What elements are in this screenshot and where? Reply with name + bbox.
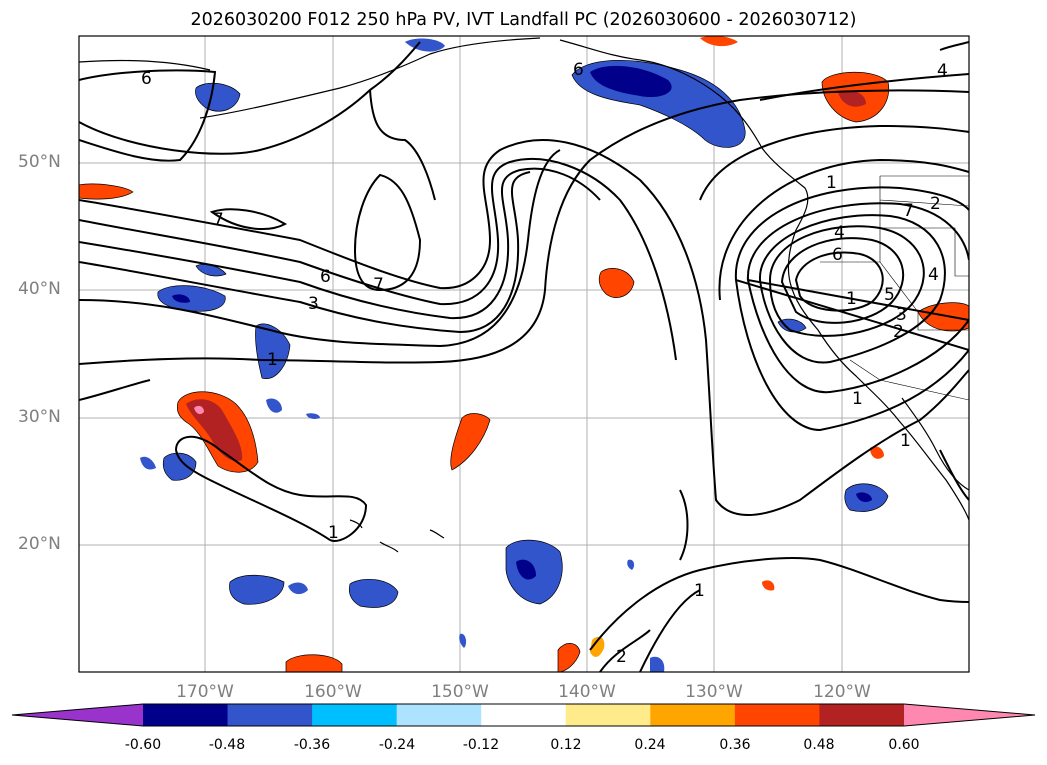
colorbar-tick-label: 0.60 bbox=[888, 737, 920, 753]
colorbar bbox=[11, 703, 1036, 727]
contour-label: 6 bbox=[141, 69, 152, 89]
anomaly-negative bbox=[777, 318, 807, 333]
anomaly-positive bbox=[870, 446, 884, 459]
pv-contours bbox=[79, 41, 969, 672]
anomaly-negative bbox=[140, 456, 156, 470]
anomaly-positive bbox=[557, 643, 581, 672]
contour-label: 2 bbox=[930, 194, 941, 214]
plot-frame bbox=[78, 35, 970, 673]
contour-label: 7 bbox=[373, 275, 384, 295]
anomaly-negative bbox=[229, 574, 285, 605]
lon-label: 160°W bbox=[304, 682, 362, 702]
colorbar-tick-label: -0.48 bbox=[208, 737, 246, 753]
colorbar-tick-label: -0.60 bbox=[124, 737, 162, 753]
lon-label: 120°W bbox=[813, 682, 871, 702]
lon-label: 150°W bbox=[431, 682, 489, 702]
lon-label: 130°W bbox=[685, 682, 743, 702]
anomaly-positive bbox=[79, 183, 134, 200]
lat-label: 50°N bbox=[18, 152, 61, 172]
contour-label: 7 bbox=[213, 210, 224, 230]
anomaly-positive bbox=[917, 302, 969, 332]
contour-label: 7 bbox=[903, 201, 914, 221]
colorbar-segment bbox=[312, 704, 398, 726]
lat-label: 40°N bbox=[18, 279, 61, 299]
anomaly-positive bbox=[838, 90, 866, 107]
anomaly-negative bbox=[162, 452, 197, 481]
coastlines bbox=[79, 37, 969, 553]
anomaly-positive bbox=[285, 654, 343, 672]
lat-label: 30°N bbox=[18, 407, 61, 427]
contour-label: 5 bbox=[884, 285, 895, 305]
anomaly-positive bbox=[590, 636, 605, 657]
contour-label: 4 bbox=[834, 223, 845, 243]
colorbar-segment bbox=[819, 704, 905, 726]
anomaly-negative bbox=[627, 559, 635, 570]
contour-label: 1 bbox=[846, 289, 857, 309]
ivt-anomaly-fills bbox=[79, 36, 969, 672]
colorbar-tick-label: 0.12 bbox=[550, 737, 582, 753]
colorbar-segment bbox=[650, 704, 736, 726]
contour-label: 1 bbox=[328, 523, 339, 543]
colorbar-tick-label: 0.48 bbox=[803, 737, 835, 753]
anomaly-negative bbox=[266, 398, 282, 413]
contour-label: 3 bbox=[896, 305, 907, 325]
contour-label: 1 bbox=[900, 431, 911, 451]
anomaly-positive bbox=[186, 399, 243, 462]
colorbar-extend-max bbox=[904, 704, 1035, 726]
colorbar-segment bbox=[734, 704, 820, 726]
colorbar-extend-min bbox=[12, 704, 143, 726]
anomaly-positive bbox=[598, 268, 635, 298]
anomaly-negative bbox=[856, 492, 872, 502]
contour-label: 1 bbox=[694, 581, 705, 601]
anomaly-positive bbox=[450, 413, 491, 471]
colorbar-segment bbox=[565, 704, 651, 726]
colorbar-segment bbox=[396, 704, 482, 726]
lon-label: 170°W bbox=[176, 682, 234, 702]
anomaly-negative bbox=[195, 82, 241, 112]
anomaly-positive bbox=[762, 580, 775, 591]
contour-label: 4 bbox=[928, 265, 939, 285]
contour-label: 6 bbox=[573, 60, 584, 80]
colorbar-segment bbox=[227, 704, 313, 726]
contour-label: 1 bbox=[267, 350, 278, 370]
anomaly-negative bbox=[348, 578, 399, 608]
contour-label: 1 bbox=[852, 389, 863, 409]
colorbar-outline bbox=[11, 703, 1036, 727]
map-title: 2026030200 F012 250 hPa PV, IVT Landfall… bbox=[190, 10, 857, 30]
anomaly-negative bbox=[255, 323, 291, 379]
anomaly-negative bbox=[590, 65, 672, 98]
colorbar-tick-label: -0.24 bbox=[378, 737, 416, 753]
anomaly-positive bbox=[194, 405, 204, 415]
colorbar-tick-label: -0.12 bbox=[462, 737, 500, 753]
anomaly-negative bbox=[516, 559, 536, 580]
anomaly-negative bbox=[459, 633, 467, 648]
anomaly-positive bbox=[700, 36, 738, 47]
contour-label: 1 bbox=[826, 173, 837, 193]
colorbar-segment bbox=[143, 704, 229, 726]
lat-label: 20°N bbox=[18, 534, 61, 554]
lon-label: 140°W bbox=[558, 682, 616, 702]
colorbar-segment bbox=[481, 704, 567, 726]
contour-label: 4 bbox=[937, 61, 948, 81]
contour-label: 3 bbox=[308, 294, 319, 314]
contour-labels: 6 7 6 7 3 1 1 6 4 7 2 1 4 6 5 1 3 2 4 1 … bbox=[141, 60, 948, 667]
anomaly-negative bbox=[172, 294, 190, 303]
contour-label: 6 bbox=[832, 245, 843, 265]
contour-label: 2 bbox=[616, 647, 627, 667]
anomaly-negative bbox=[306, 413, 320, 419]
contour-label: 6 bbox=[320, 267, 331, 287]
colorbar-tick-label: 0.24 bbox=[634, 737, 666, 753]
anomaly-negative bbox=[157, 285, 226, 312]
colorbar-tick-label: 0.36 bbox=[719, 737, 751, 753]
anomaly-negative bbox=[650, 656, 665, 672]
state-borders bbox=[820, 175, 969, 401]
colorbar-tick-label: -0.36 bbox=[293, 737, 331, 753]
contour-label: 2 bbox=[893, 322, 904, 342]
anomaly-negative bbox=[288, 582, 308, 595]
